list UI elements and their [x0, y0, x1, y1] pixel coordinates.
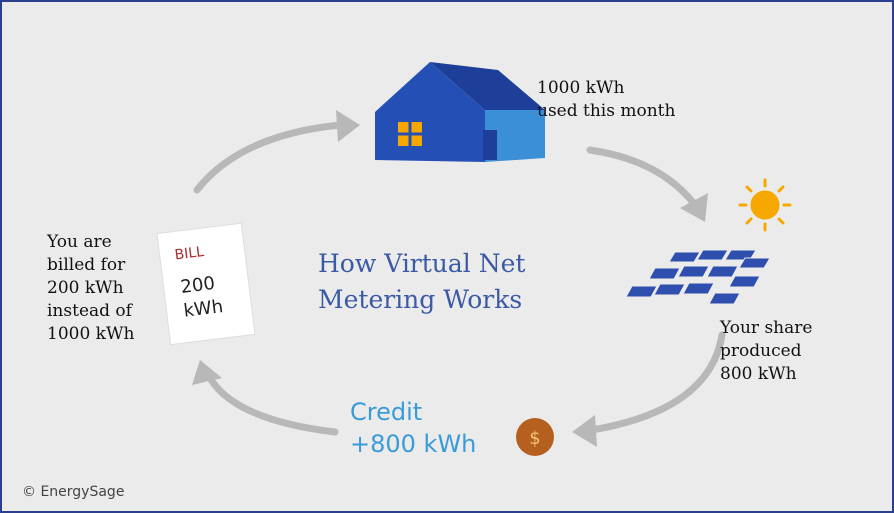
- billed-label: instead of: [47, 301, 134, 321]
- house-label: used this month: [537, 101, 676, 121]
- bill-heading: BILL: [174, 244, 205, 263]
- bill-amount: 200: [179, 273, 216, 298]
- title-line: Metering Works: [318, 285, 522, 314]
- billed-label: You are: [46, 232, 112, 252]
- solar-label: produced: [720, 341, 802, 361]
- house-label: 1000 kWh: [537, 78, 624, 98]
- bill-card: BILL 200 kWh: [156, 222, 256, 346]
- coin-symbol: $: [529, 428, 540, 449]
- solar-label: Your share: [719, 318, 812, 338]
- sun-icon: [738, 178, 792, 232]
- credit-label: +800 kWh: [350, 430, 476, 458]
- cycle-arrows: [192, 110, 726, 447]
- solar-panels: [625, 249, 771, 305]
- billed-label: billed for: [47, 255, 126, 275]
- title-line: How Virtual Net: [318, 249, 525, 278]
- billed-label: 1000 kWh: [47, 324, 134, 344]
- coin-icon: [516, 418, 554, 456]
- billed-label: 200 kWh: [47, 278, 124, 298]
- copyright: © EnergySage: [22, 484, 124, 500]
- house-icon: [375, 62, 545, 162]
- credit-label: Credit: [350, 398, 422, 426]
- bill-unit: kWh: [182, 296, 224, 322]
- solar-label: 800 kWh: [720, 364, 797, 384]
